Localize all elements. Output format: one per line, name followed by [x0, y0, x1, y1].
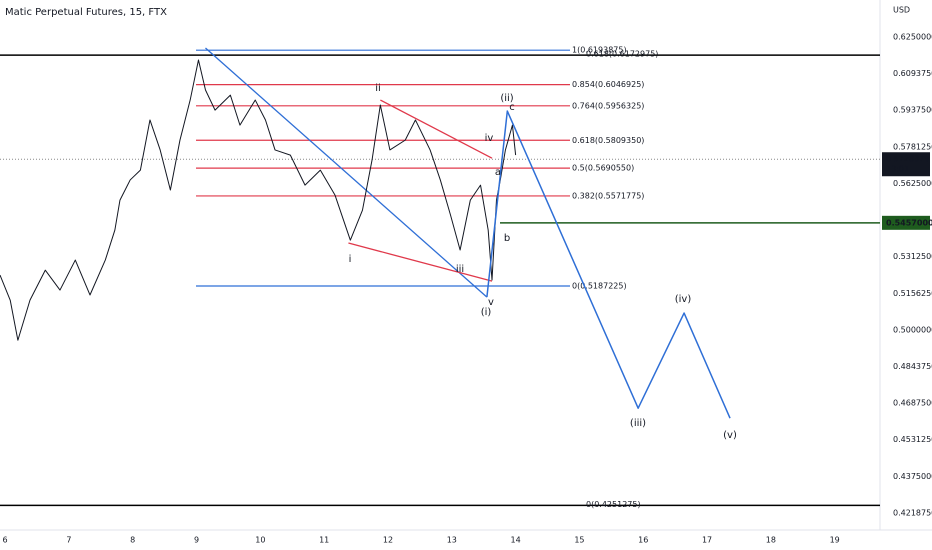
trendline	[205, 47, 488, 298]
fib-label: 0.618(0.5809350)	[572, 136, 644, 145]
wave-label: (iii)	[630, 418, 646, 429]
x-tick-label: 6	[3, 536, 8, 545]
x-tick-label: 11	[319, 536, 329, 545]
support-label: 0.5457000	[886, 218, 932, 227]
chart-title: Matic Perpetual Futures, 15, FTX	[5, 7, 167, 18]
wave-label: ii	[375, 83, 381, 94]
projection-line	[486, 110, 731, 419]
wave-label: (v)	[723, 430, 737, 441]
trendline	[380, 99, 493, 159]
countdown-label: 13:01	[886, 165, 909, 174]
y-tick-label: 0.6093750	[893, 69, 932, 78]
x-tick-label: 13	[447, 536, 457, 545]
y-tick-label: 0.5625000	[893, 179, 932, 188]
wave-label: b	[504, 233, 510, 244]
x-tick-label: 9	[194, 536, 199, 545]
fib-label: 0.854(0.6046925)	[572, 80, 644, 89]
y-tick-label: 0.5937500	[893, 106, 932, 115]
y-tick-label: 0.5000000	[893, 325, 932, 334]
x-tick-label: 7	[66, 536, 71, 545]
x-tick-label: 19	[830, 536, 840, 545]
trendline	[348, 242, 493, 282]
currency: USD	[893, 6, 910, 15]
x-tick-label: 18	[766, 536, 776, 545]
x-tick-label: 12	[383, 536, 393, 545]
y-tick-label: 0.5312500	[893, 252, 932, 261]
fib-label: 0.5(0.5690550)	[572, 164, 634, 173]
fib-label: 0.382(0.5571775)	[572, 191, 644, 200]
y-tick-label: 0.5156250	[893, 289, 932, 298]
wave-label: iii	[456, 264, 464, 275]
wave-label: a	[495, 167, 501, 178]
level-label: 0(0.4251275)	[586, 500, 641, 509]
fib-label: 1(0.6193875)	[572, 46, 627, 55]
y-tick-label: 0.4843750	[893, 362, 932, 371]
fib-label: 0(0.5187225)	[572, 282, 627, 291]
wave-label: (ii)	[500, 93, 513, 104]
wave-label: c	[509, 102, 515, 113]
x-tick-label: 17	[702, 536, 712, 545]
price-line	[0, 59, 517, 341]
y-tick-label: 0.4687500	[893, 399, 932, 408]
wave-label: v	[488, 297, 494, 308]
x-tick-label: 10	[255, 536, 265, 545]
y-tick-label: 0.6250000	[893, 33, 932, 42]
wave-label: iv	[485, 133, 494, 144]
last-price-tag	[882, 152, 930, 177]
y-tick-label: 0.5781250	[893, 142, 932, 151]
support-tag	[882, 215, 930, 230]
y-tick-label: 0.4375000	[893, 472, 932, 481]
x-tick-label: 8	[130, 536, 135, 545]
y-tick-label: 0.4218750	[893, 508, 932, 517]
wave-label: (iv)	[675, 294, 692, 305]
wave-label: i	[349, 254, 352, 265]
x-tick-label: 15	[574, 536, 584, 545]
x-tick-label: 14	[511, 536, 521, 545]
last-price-label: 0.5728375	[886, 155, 929, 164]
wave-label: (i)	[481, 307, 492, 318]
y-tick-label: 0.4531250	[893, 435, 932, 444]
level-label: 0.618(0.6172975)	[586, 50, 658, 59]
fib-label: 0.764(0.5956325)	[572, 101, 644, 110]
x-tick-label: 16	[638, 536, 648, 545]
